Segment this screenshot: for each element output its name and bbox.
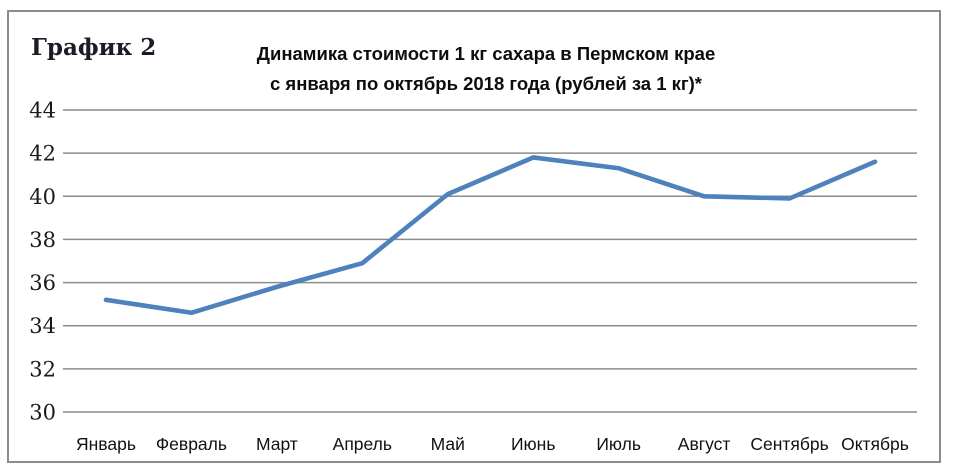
y-tick-label-38: 38 (29, 228, 56, 252)
x-tick-label-8: Август (678, 434, 731, 454)
x-tick-label-10: Октябрь (841, 434, 909, 454)
series-line (103, 155, 878, 316)
x-tick-label-2: Февраль (156, 434, 227, 454)
figure-label: График 2 (31, 34, 157, 61)
y-tick-label-32: 32 (29, 357, 56, 381)
x-tick-label-6: Июнь (511, 434, 556, 454)
y-tick-label-34: 34 (29, 314, 56, 338)
chart-title-line1: Динамика стоимости 1 кг сахара в Пермско… (256, 43, 716, 64)
y-tick-label-44: 44 (29, 99, 56, 123)
x-tick-label-7: Июль (596, 434, 641, 454)
chart-title: Динамика стоимости 1 кг сахара в Пермско… (257, 39, 715, 99)
x-tick-label-1: Январь (76, 434, 136, 454)
y-tick-label-42: 42 (29, 142, 56, 166)
x-tick-label-3: Март (256, 434, 298, 454)
chart-title-line2: с января по октябрь 2018 года (рублей за… (270, 73, 702, 94)
y-tick-label-36: 36 (29, 271, 56, 295)
x-tick-label-9: Сентябрь (750, 434, 828, 454)
chart-frame: График 2 Динамика стоимости 1 кг сахара … (7, 10, 941, 463)
x-tick-label-4: Апрель (333, 434, 392, 454)
y-tick-label-40: 40 (29, 185, 56, 209)
x-tick-label-5: Май (431, 434, 465, 454)
y-tick-label-30: 30 (29, 401, 56, 425)
